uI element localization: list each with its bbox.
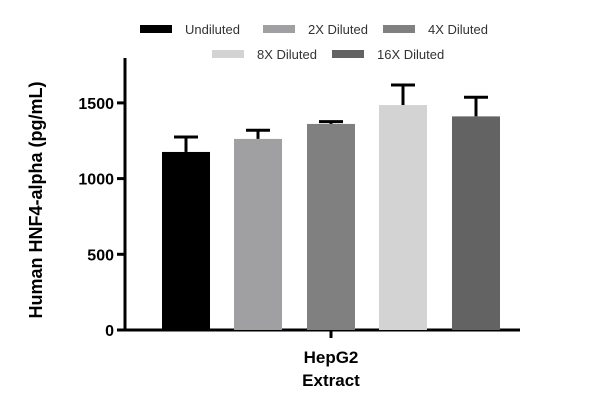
y-axis-label: Human HNF4-alpha (pg/mL) <box>26 81 46 318</box>
legend-label: 16X Diluted <box>377 47 444 62</box>
legend-swatch <box>140 25 172 33</box>
y-tick-label: 1000 <box>78 172 114 189</box>
legend-label: Undiluted <box>185 22 240 37</box>
y-tick-label: 500 <box>87 247 114 264</box>
legend-swatch <box>263 25 295 33</box>
legend-swatch <box>332 50 364 58</box>
legend-label: 8X Diluted <box>257 47 317 62</box>
bar-4x-diluted <box>307 123 355 330</box>
legend: Undiluted 2X Diluted 4X Diluted 8X Diluted 1… <box>140 22 488 62</box>
bar-8x-diluted <box>379 105 427 331</box>
y-tick-label: 0 <box>105 323 114 340</box>
bars <box>162 83 500 331</box>
x-category-label-line2: Extract <box>302 371 360 390</box>
bar-undiluted <box>162 151 210 330</box>
legend-label: 4X Diluted <box>428 22 488 37</box>
bar-2x-diluted <box>234 138 282 330</box>
legend-label: 2X Diluted <box>308 22 368 37</box>
x-category-label-line1: HepG2 <box>304 348 359 367</box>
legend-swatch <box>212 50 244 58</box>
y-tick-label: 1500 <box>78 96 114 113</box>
bar-16x-diluted <box>452 116 500 330</box>
legend-swatch <box>383 25 415 33</box>
